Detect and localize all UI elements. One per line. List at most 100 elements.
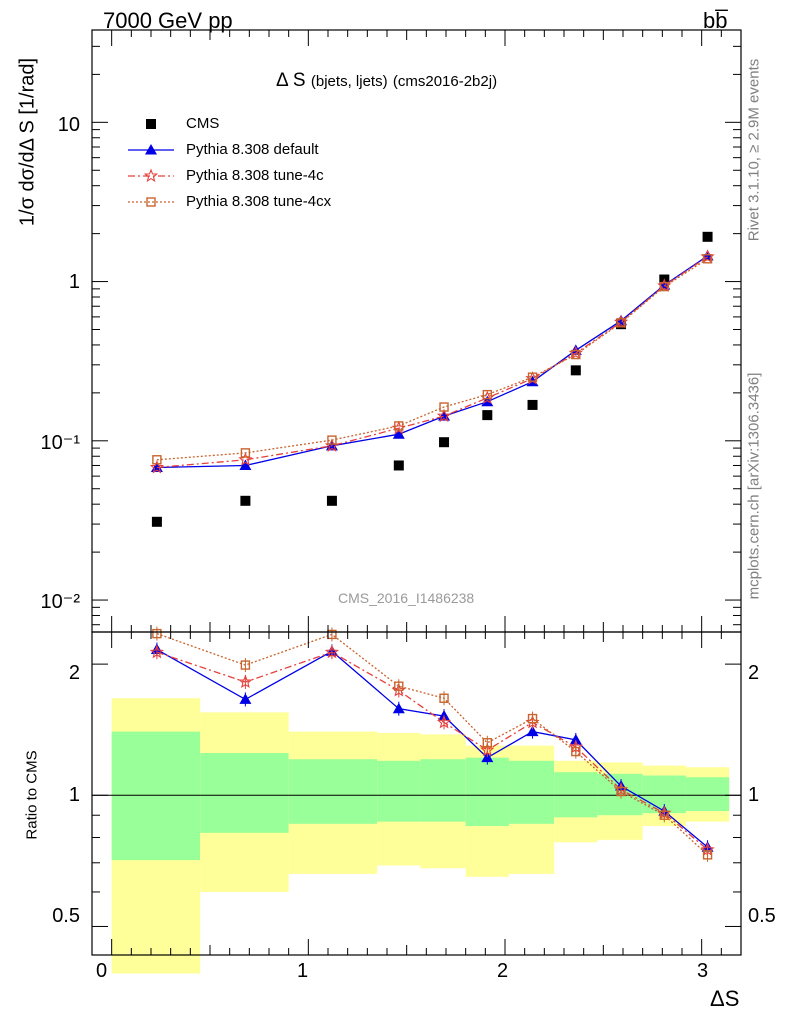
band-inner bbox=[377, 760, 421, 822]
band-inner bbox=[288, 759, 378, 824]
ratio-point-tune4cx bbox=[659, 810, 669, 820]
ratio-y-tick-label: 0.5 bbox=[52, 905, 80, 927]
ratio-point-default bbox=[569, 733, 582, 745]
data-point-tune4c bbox=[149, 459, 165, 474]
series-line-default bbox=[156, 255, 708, 469]
legend-marker-tune4c bbox=[143, 168, 159, 183]
legend bbox=[128, 119, 174, 207]
band-inner bbox=[685, 777, 730, 812]
top-y-tick-label: 10⁻¹ bbox=[40, 432, 80, 454]
data-point-default bbox=[569, 344, 582, 355]
band-inner bbox=[465, 757, 509, 827]
series-line-tune4c bbox=[156, 256, 708, 469]
legend-marker-tune4cx bbox=[146, 197, 156, 207]
top-y-tick-label: 1 bbox=[68, 271, 80, 293]
ratio-point-default bbox=[239, 693, 252, 704]
ratio-y-tick-label: 2 bbox=[68, 662, 80, 684]
energy-label: 7000 GeV pp bbox=[103, 8, 233, 33]
band-inner bbox=[420, 759, 466, 822]
band-inner bbox=[508, 760, 555, 824]
ratio-point-default bbox=[392, 702, 405, 714]
legend-marker-default bbox=[145, 144, 157, 155]
ratio-y-tick-label-right: 0.5 bbox=[748, 905, 776, 927]
legend-label-default: Pythia 8.308 default bbox=[186, 141, 319, 158]
ratio-point-tune4c bbox=[436, 714, 452, 729]
ratio-point-tune4cx bbox=[240, 660, 251, 670]
plot-title-main: Δ S bbox=[276, 70, 306, 91]
ratio-point-tune4cx bbox=[616, 786, 626, 797]
x-tick-label: 1 bbox=[297, 960, 309, 982]
top-panel-plot bbox=[149, 231, 715, 527]
ratio-point-tune4cx bbox=[439, 693, 449, 703]
top-y-axis-label: 1/σ dσ/dΔ S [1/rad] bbox=[16, 57, 39, 227]
ratio-panel-plot bbox=[149, 626, 715, 862]
data-point-tune4cx bbox=[327, 435, 337, 445]
x-tick-label: 0 bbox=[96, 960, 108, 982]
top-y-tick-label: 10⁻² bbox=[40, 591, 80, 613]
data-point-tune4cx bbox=[152, 455, 162, 465]
ratio-point-tune4cx bbox=[571, 746, 581, 757]
ratio-y-tick-label: 1 bbox=[68, 784, 80, 806]
rivet-version-label: Rivet 3.1.10, ≥ 2.9M events bbox=[745, 58, 763, 242]
data-point-default bbox=[392, 428, 405, 439]
data-point-tune4cx bbox=[240, 448, 251, 458]
x-tick-label: 2 bbox=[497, 960, 509, 982]
series-line-tune4cx bbox=[156, 258, 708, 461]
ratio-panel-frame bbox=[91, 631, 742, 956]
ratio-point-tune4c bbox=[238, 674, 253, 688]
ratio-point-tune4cx bbox=[394, 681, 404, 691]
plot-title: Δ S (bjets, ljets) (cms2016-2b2j) bbox=[276, 70, 497, 92]
x-axis-label: ΔS bbox=[710, 986, 740, 1011]
data-point-cms bbox=[151, 516, 162, 527]
top-y-tick-label: 10 bbox=[57, 114, 80, 136]
plot-title-detail: (bjets, ljets) bbox=[310, 73, 388, 90]
ratio-line-tune4cx bbox=[156, 632, 709, 856]
band-inner bbox=[111, 731, 201, 861]
data-point-cms bbox=[702, 231, 713, 242]
data-point-tune4cx bbox=[616, 318, 626, 328]
plot-title-tag: (cms2016-2b2j) bbox=[392, 73, 498, 90]
ratio-point-tune4cx bbox=[527, 713, 538, 724]
panel-frames bbox=[91, 29, 742, 956]
data-point-tune4cx bbox=[527, 372, 538, 382]
data-point-cms bbox=[527, 399, 538, 410]
data-point-tune4cx bbox=[394, 421, 404, 431]
ratio-point-tune4cx bbox=[702, 850, 713, 860]
ratio-y-tick-label-right: 2 bbox=[748, 662, 760, 684]
data-point-cms bbox=[439, 437, 450, 448]
ratio-point-tune4c bbox=[480, 742, 495, 757]
data-point-tune4cx bbox=[659, 281, 669, 292]
data-point-default bbox=[239, 459, 252, 470]
ratio-point-tune4cx bbox=[482, 738, 492, 748]
data-point-cms bbox=[393, 460, 404, 471]
ratio-y-tick-label-right: 1 bbox=[748, 784, 760, 806]
legend-label-cms: CMS bbox=[186, 115, 220, 132]
legend-label-tune4cx: Pythia 8.308 tune-4cx bbox=[186, 193, 332, 210]
data-point-cms bbox=[570, 365, 581, 376]
ratio-point-default bbox=[526, 725, 539, 737]
ratio-line-tune4c bbox=[156, 651, 709, 851]
data-point-tune4cx bbox=[702, 254, 713, 264]
data-point-cms bbox=[482, 410, 493, 421]
data-point-tune4c bbox=[238, 452, 253, 466]
data-point-tune4cx bbox=[439, 402, 449, 412]
band-inner bbox=[554, 772, 598, 818]
legend-label-tune4c: Pythia 8.308 tune-4c bbox=[186, 167, 324, 184]
x-tick-label: 3 bbox=[697, 960, 709, 982]
ratio-point-tune4c bbox=[324, 644, 340, 659]
ratio-y-axis-label: Ratio to CMS bbox=[23, 750, 41, 840]
ratio-point-tune4c bbox=[149, 644, 165, 659]
data-point-tune4cx bbox=[571, 349, 581, 360]
mcplots-label: mcplots.cern.ch [arXiv:1306.3436] bbox=[745, 372, 763, 600]
data-point-tune4c bbox=[436, 408, 452, 423]
process-label: bb̅ bbox=[703, 8, 728, 33]
data-point-tune4cx bbox=[482, 389, 492, 400]
band-inner bbox=[200, 753, 289, 833]
ratio-point-tune4cx bbox=[152, 628, 162, 639]
ratio-uncertainty-bands bbox=[92, 698, 741, 974]
analysis-watermark: CMS_2016_I1486238 bbox=[338, 590, 475, 606]
data-point-cms bbox=[326, 495, 337, 506]
legend-marker-cms bbox=[146, 119, 156, 129]
data-point-cms bbox=[240, 495, 251, 506]
